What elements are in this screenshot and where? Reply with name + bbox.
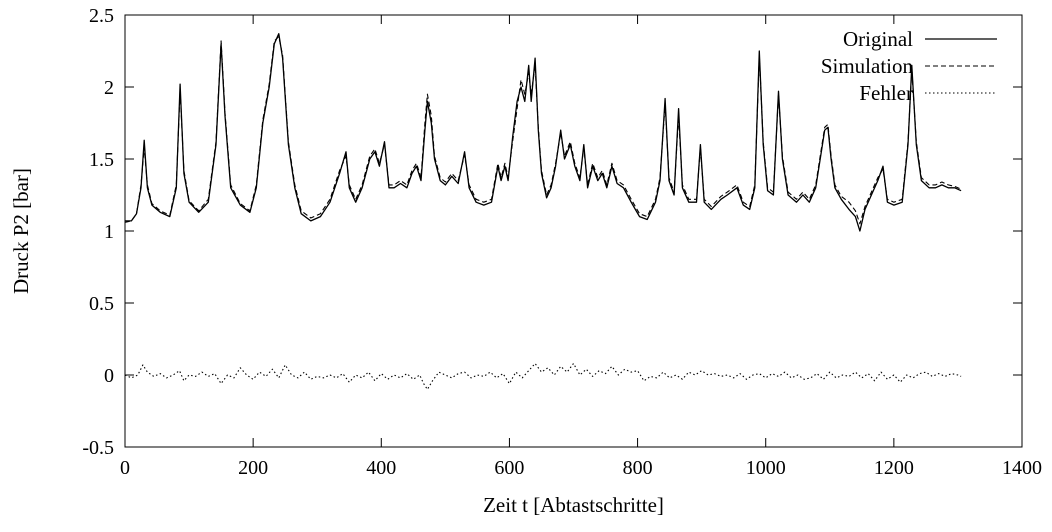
y-tick-label: 0.5 [89, 293, 114, 315]
x-tick-label: 0 [120, 457, 130, 479]
x-tick-label: 1000 [746, 457, 786, 479]
y-axis-label: Druck P2 [bar] [9, 168, 33, 294]
series-layer [124, 33, 962, 390]
series-line-original [125, 33, 962, 232]
x-tick-label: 200 [238, 457, 268, 479]
y-axis: -0.5 0 0.5 1 1.5 2 2.5 [82, 5, 1022, 459]
y-tick-label: 2.5 [89, 5, 114, 27]
x-axis: 0 200 400 600 800 1000 1200 1400 [120, 15, 1042, 479]
legend-label-fehler: Fehler [859, 81, 913, 105]
series-line-fehler [124, 362, 962, 390]
x-tick-label: 1200 [874, 457, 914, 479]
x-axis-label: Zeit t [Abtastschritte] [483, 493, 664, 517]
series-line-simulation [124, 36, 962, 225]
x-tick-label: 1400 [1002, 457, 1042, 479]
plot-frame [124, 14, 1023, 448]
legend-label-original: Original [843, 27, 913, 51]
y-tick-label: 1.5 [89, 149, 114, 171]
y-tick-label: 1 [104, 221, 114, 243]
y-tick-label: -0.5 [82, 437, 114, 459]
x-tick-label: 600 [494, 457, 524, 479]
y-tick-label: 2 [104, 77, 114, 99]
x-tick-label: 400 [366, 457, 396, 479]
legend-label-simulation: Simulation [821, 54, 914, 78]
legend: Original Simulation Fehler [821, 27, 997, 105]
x-tick-label: 800 [623, 457, 653, 479]
y-tick-label: 0 [104, 365, 114, 387]
